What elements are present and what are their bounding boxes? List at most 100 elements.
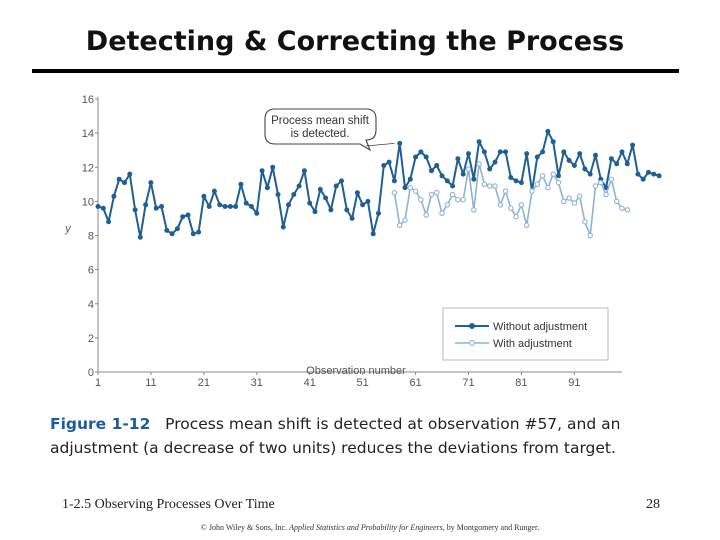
data-point: [349, 215, 355, 221]
data-point: [577, 151, 583, 157]
data-point: [180, 214, 186, 220]
data-point: [143, 202, 149, 208]
data-point: [122, 180, 128, 186]
y-tick-label: 6: [88, 265, 94, 277]
legend-swatch-marker: [469, 323, 475, 329]
data-point: [106, 219, 112, 225]
data-point: [206, 203, 212, 209]
data-point: [566, 195, 572, 201]
copyright-notice: © John Wiley & Sons, Inc. Applied Statis…: [0, 523, 720, 532]
data-point: [513, 178, 519, 184]
data-point: [582, 166, 588, 172]
data-point: [450, 183, 456, 189]
x-axis-label: Observation number: [306, 365, 406, 377]
data-point: [317, 186, 323, 192]
data-point: [523, 222, 530, 229]
data-point: [613, 198, 620, 205]
data-point: [571, 162, 577, 168]
data-point: [360, 202, 366, 208]
data-point: [587, 232, 593, 239]
figure-caption: Figure 1-12 Process mean shift is detect…: [50, 412, 690, 460]
series-without-adjustment: [95, 128, 662, 240]
data-point: [95, 203, 101, 209]
data-point: [158, 203, 164, 209]
data-point: [174, 226, 180, 232]
data-point: [254, 210, 260, 216]
series-line: [97, 130, 660, 239]
data-point: [312, 209, 318, 215]
data-point: [111, 193, 117, 199]
y-tick-label: 0: [88, 367, 94, 379]
legend: Without adjustment With adjustment: [442, 307, 609, 361]
data-point: [391, 178, 397, 184]
data-point: [471, 207, 477, 213]
data-point: [444, 178, 450, 184]
data-point: [418, 196, 424, 203]
y-axis-label: y: [64, 223, 72, 235]
series-with-adjustment: [391, 161, 631, 239]
data-point: [518, 202, 525, 208]
data-point: [248, 203, 254, 209]
data-point: [555, 179, 562, 186]
data-point: [201, 193, 207, 199]
data-point: [333, 183, 339, 189]
x-tick-label: 61: [409, 377, 421, 389]
data-point: [402, 185, 408, 191]
data-point: [592, 183, 599, 189]
data-point: [481, 149, 487, 155]
y-tick-label: 14: [82, 128, 94, 140]
data-point: [540, 149, 546, 155]
data-point: [434, 162, 440, 168]
copyright-prefix: © John Wiley & Sons, Inc.: [200, 523, 288, 532]
annotation-text: Process mean shift: [271, 115, 370, 127]
data-point: [291, 191, 297, 197]
data-point: [534, 154, 540, 160]
x-tick-label: 51: [357, 377, 369, 389]
series-layer: [95, 128, 662, 240]
data-point: [444, 202, 451, 208]
annotation-bubble: [264, 108, 377, 152]
data-point: [465, 166, 472, 172]
data-point: [619, 149, 625, 155]
data-point: [502, 188, 509, 194]
data-point: [323, 195, 329, 201]
data-point: [428, 168, 434, 174]
data-point: [354, 190, 360, 196]
data-point: [455, 196, 461, 203]
y-tick-label: 16: [82, 94, 94, 106]
data-point: [148, 180, 154, 186]
annotation-pointer: [365, 142, 395, 147]
data-point: [481, 181, 488, 188]
data-point: [455, 156, 461, 162]
data-point: [169, 231, 175, 237]
legend-label: With adjustment: [493, 338, 572, 350]
y-tick-label: 4: [88, 299, 94, 311]
data-point: [492, 159, 498, 165]
x-tick-label: 91: [568, 377, 580, 389]
x-tick-label: 71: [462, 377, 474, 389]
x-tick-label: 21: [198, 377, 210, 389]
data-point: [550, 171, 556, 177]
data-point: [370, 231, 376, 237]
data-point: [529, 188, 535, 194]
data-point: [545, 128, 551, 134]
data-point: [264, 185, 270, 191]
data-point: [407, 184, 414, 191]
data-point: [508, 174, 514, 180]
data-point: [127, 171, 133, 177]
data-point: [608, 156, 614, 162]
data-point: [614, 161, 620, 167]
data-point: [619, 205, 625, 211]
data-point: [100, 205, 106, 211]
data-point: [402, 217, 408, 223]
data-point: [465, 151, 471, 157]
data-point: [270, 164, 276, 170]
x-tick-label: 1: [95, 377, 101, 389]
data-point: [164, 227, 170, 233]
data-point: [656, 173, 662, 179]
data-point: [132, 207, 138, 213]
data-point: [407, 176, 413, 182]
data-point: [608, 176, 615, 182]
data-point: [344, 207, 350, 213]
